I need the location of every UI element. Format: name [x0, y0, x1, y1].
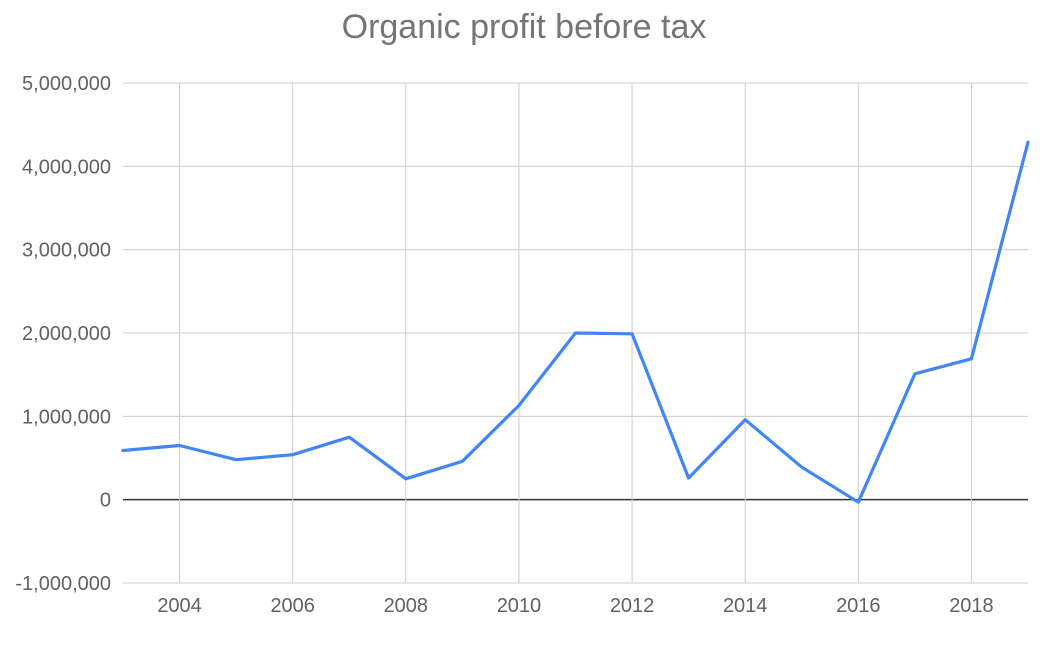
y-tick-label: 4,000,000	[22, 156, 111, 178]
chart-title: Organic profit before tax	[341, 8, 707, 46]
x-tick-label: 2018	[949, 595, 994, 617]
y-tick-label: 2,000,000	[22, 323, 111, 345]
y-tick-label: 1,000,000	[22, 406, 111, 428]
y-tick-label: -1,000,000	[15, 573, 111, 595]
x-tick-label: 2004	[157, 595, 202, 617]
y-tick-label: 3,000,000	[22, 240, 111, 262]
x-tick-label: 2014	[723, 595, 768, 617]
y-tick-label: 5,000,000	[22, 73, 111, 95]
y-tick-label: 0	[100, 490, 111, 512]
x-tick-label: 2006	[270, 595, 315, 617]
x-tick-label: 2008	[384, 595, 429, 617]
series-line	[121, 140, 1030, 504]
x-tick-label: 2016	[836, 595, 881, 617]
x-tick-label: 2012	[610, 595, 655, 617]
x-tick-label: 2010	[497, 595, 542, 617]
